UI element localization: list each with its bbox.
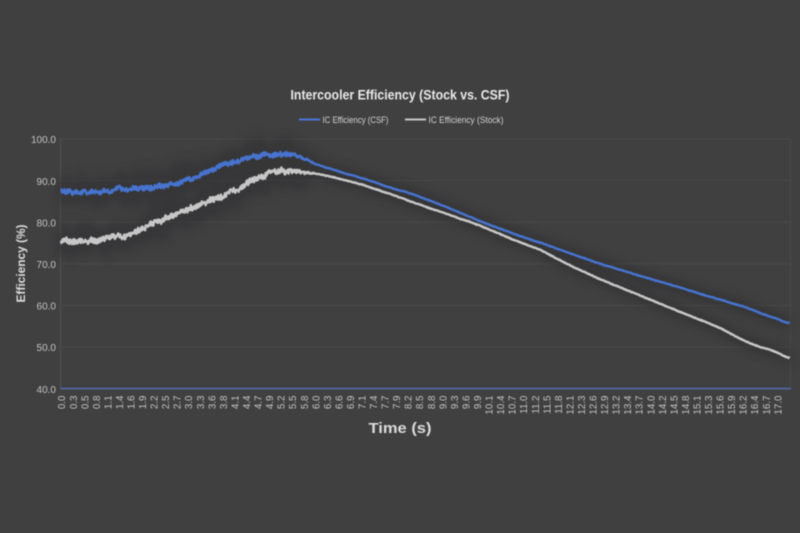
svg-text:11.5: 11.5 bbox=[542, 395, 553, 414]
svg-text:IC Efficiency (CSF): IC Efficiency (CSF) bbox=[323, 115, 389, 126]
svg-text:10.1: 10.1 bbox=[485, 396, 496, 415]
svg-text:16.7: 16.7 bbox=[762, 396, 773, 415]
svg-text:0.8: 0.8 bbox=[92, 395, 103, 409]
svg-text:0.5: 0.5 bbox=[80, 395, 91, 409]
svg-text:8.2: 8.2 bbox=[404, 396, 415, 410]
svg-text:70.0: 70.0 bbox=[37, 260, 57, 271]
svg-text:6.9: 6.9 bbox=[346, 396, 357, 410]
svg-text:13.7: 13.7 bbox=[635, 396, 646, 415]
svg-text:17.0: 17.0 bbox=[773, 395, 784, 415]
svg-text:4.4: 4.4 bbox=[242, 395, 253, 409]
svg-text:7.7: 7.7 bbox=[381, 396, 392, 410]
svg-text:9.3: 9.3 bbox=[450, 395, 461, 409]
svg-text:1.9: 1.9 bbox=[138, 396, 149, 410]
svg-text:7.1: 7.1 bbox=[358, 396, 369, 410]
svg-text:11.2: 11.2 bbox=[531, 396, 542, 414]
svg-text:2.7: 2.7 bbox=[173, 396, 184, 410]
svg-text:3.0: 3.0 bbox=[184, 395, 195, 409]
svg-text:16.2: 16.2 bbox=[739, 396, 750, 415]
svg-text:6.0: 6.0 bbox=[311, 395, 322, 409]
svg-text:4.7: 4.7 bbox=[254, 396, 265, 410]
svg-text:15.1: 15.1 bbox=[693, 396, 704, 415]
svg-text:10.7: 10.7 bbox=[508, 396, 519, 415]
svg-text:13.2: 13.2 bbox=[612, 396, 623, 415]
svg-text:4.1: 4.1 bbox=[230, 396, 241, 410]
svg-text:5.2: 5.2 bbox=[277, 396, 288, 410]
svg-text:90.0: 90.0 bbox=[37, 177, 57, 188]
svg-text:14.2: 14.2 bbox=[658, 396, 669, 415]
svg-text:7.4: 7.4 bbox=[369, 395, 380, 409]
svg-text:12.6: 12.6 bbox=[589, 395, 600, 415]
svg-text:11.8: 11.8 bbox=[554, 395, 565, 414]
svg-text:15.9: 15.9 bbox=[727, 396, 738, 415]
svg-text:0.3: 0.3 bbox=[69, 395, 80, 409]
svg-text:11.0: 11.0 bbox=[519, 395, 530, 414]
svg-text:1.4: 1.4 bbox=[115, 395, 126, 409]
svg-text:1.1: 1.1 bbox=[103, 396, 114, 410]
svg-text:9.0: 9.0 bbox=[438, 395, 449, 409]
svg-text:3.8: 3.8 bbox=[219, 395, 230, 409]
svg-text:2.5: 2.5 bbox=[161, 395, 172, 409]
svg-text:12.1: 12.1 bbox=[565, 396, 576, 415]
svg-text:5.5: 5.5 bbox=[288, 395, 299, 409]
svg-text:6.6: 6.6 bbox=[334, 395, 345, 409]
svg-text:Time (s): Time (s) bbox=[369, 420, 432, 437]
svg-text:60.0: 60.0 bbox=[37, 302, 57, 313]
svg-text:100.0: 100.0 bbox=[31, 135, 56, 146]
svg-text:9.9: 9.9 bbox=[473, 396, 484, 410]
svg-text:3.3: 3.3 bbox=[196, 395, 207, 409]
svg-text:8.5: 8.5 bbox=[415, 395, 426, 409]
svg-text:4.9: 4.9 bbox=[265, 396, 276, 410]
svg-text:IC Efficiency (Stock): IC Efficiency (Stock) bbox=[429, 115, 504, 126]
svg-text:15.6: 15.6 bbox=[716, 395, 727, 415]
svg-text:0.0: 0.0 bbox=[57, 395, 68, 409]
svg-text:50.0: 50.0 bbox=[37, 343, 57, 354]
svg-text:12.9: 12.9 bbox=[600, 396, 611, 415]
svg-text:Intercooler Efficiency (Stock: Intercooler Efficiency (Stock vs. CSF) bbox=[291, 88, 510, 103]
svg-text:8.8: 8.8 bbox=[427, 395, 438, 409]
svg-text:7.9: 7.9 bbox=[392, 396, 403, 410]
svg-text:14.0: 14.0 bbox=[646, 395, 657, 415]
svg-text:3.6: 3.6 bbox=[207, 395, 218, 409]
svg-text:15.3: 15.3 bbox=[704, 395, 715, 415]
svg-text:12.3: 12.3 bbox=[577, 395, 588, 415]
svg-text:9.6: 9.6 bbox=[461, 395, 472, 409]
svg-text:Efficiency (%): Efficiency (%) bbox=[14, 224, 28, 302]
svg-text:14.8: 14.8 bbox=[681, 395, 692, 415]
svg-text:10.4: 10.4 bbox=[496, 395, 507, 415]
svg-text:6.3: 6.3 bbox=[323, 395, 334, 409]
svg-text:13.4: 13.4 bbox=[623, 395, 634, 415]
svg-text:5.8: 5.8 bbox=[300, 395, 311, 409]
svg-text:2.2: 2.2 bbox=[150, 396, 161, 410]
svg-text:40.0: 40.0 bbox=[37, 385, 57, 396]
svg-text:16.4: 16.4 bbox=[750, 395, 761, 415]
svg-text:14.5: 14.5 bbox=[669, 395, 680, 415]
svg-text:80.0: 80.0 bbox=[37, 218, 57, 229]
svg-text:1.6: 1.6 bbox=[127, 395, 138, 409]
